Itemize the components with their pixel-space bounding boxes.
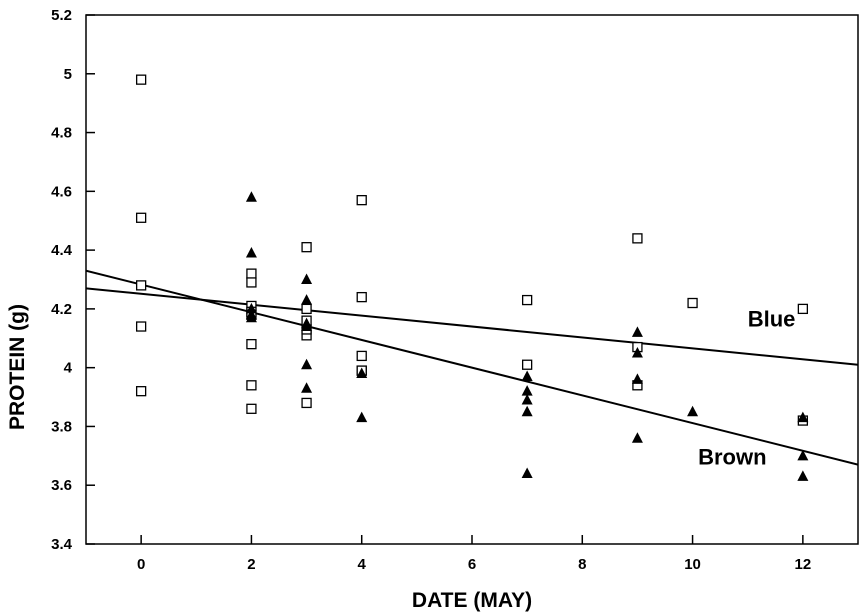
trend-lines (86, 269, 858, 466)
point-blue (301, 303, 312, 315)
series-label-blue: Blue (748, 307, 796, 332)
point-blue (246, 268, 257, 279)
point-brown (245, 311, 257, 323)
point-blue (687, 297, 698, 309)
point-blue (135, 386, 147, 397)
y-tick-label: 3.4 (51, 536, 73, 553)
point-blue (797, 303, 809, 315)
point-brown (521, 405, 533, 417)
series-label-brown: Brown (698, 445, 766, 470)
point-blue (135, 280, 147, 291)
y-tick-label: 4.4 (51, 242, 73, 259)
y-tick-label: 3.6 (51, 477, 72, 494)
data-points (135, 74, 809, 481)
point-blue (356, 194, 367, 206)
point-brown (356, 411, 368, 423)
point-brown (521, 385, 533, 396)
x-tick-label: 2 (247, 556, 255, 573)
y-tick-label: 4.2 (51, 301, 72, 318)
point-brown (245, 302, 257, 314)
point-brown (631, 432, 643, 443)
point-blue (135, 321, 147, 332)
x-tick-label: 6 (468, 556, 476, 573)
point-brown (521, 393, 533, 405)
point-blue (246, 403, 257, 414)
plot-axes: 3.4 3.6 3.8 4 4.2 4.4 4.6 4.8 5 5.2 0 2 4 6 8 10 12 (51, 7, 859, 573)
point-brown (301, 358, 313, 370)
point-blue (632, 233, 643, 244)
y-tick-label: 4.6 (51, 183, 72, 200)
x-tick-label: 8 (578, 556, 586, 573)
point-brown (797, 411, 809, 423)
point-brown (301, 273, 313, 284)
point-brown (631, 326, 643, 337)
y-tick-label: 3.8 (51, 418, 72, 435)
point-brown (797, 470, 809, 481)
point-blue (301, 397, 312, 409)
y-tick-label: 5.2 (51, 7, 72, 24)
point-brown (356, 367, 368, 379)
y-tick-label: 4 (64, 360, 73, 377)
point-brown (301, 294, 313, 305)
point-blue (246, 277, 257, 288)
x-tick-label: 0 (137, 556, 145, 573)
point-blue (135, 212, 147, 223)
trend-line-brown (86, 269, 858, 466)
point-brown (521, 467, 533, 478)
y-tick-label: 5 (64, 66, 72, 83)
point-blue (521, 294, 533, 306)
point-blue (356, 291, 367, 303)
point-blue (135, 74, 147, 85)
y-axis-title: PROTEIN (g) (6, 304, 29, 430)
x-tick-label: 4 (358, 556, 367, 573)
x-axis-title: DATE (MAY) (412, 589, 532, 612)
point-brown (631, 373, 643, 384)
x-tick-label: 12 (795, 556, 812, 573)
point-brown (687, 405, 699, 417)
y-tick-label: 4.8 (51, 125, 72, 142)
trend-line-blue (86, 287, 858, 366)
point-brown (245, 191, 257, 202)
point-brown (301, 320, 313, 332)
point-blue (356, 350, 367, 362)
point-brown (631, 346, 643, 358)
point-brown (797, 449, 809, 461)
point-brown (301, 382, 313, 393)
series-labels: Blue Brown (698, 307, 795, 470)
point-blue (246, 380, 257, 391)
point-blue (301, 242, 312, 253)
point-blue (521, 359, 533, 370)
point-brown (521, 370, 533, 381)
point-brown (245, 247, 257, 258)
point-blue (246, 339, 257, 350)
x-tick-label: 10 (684, 556, 701, 573)
